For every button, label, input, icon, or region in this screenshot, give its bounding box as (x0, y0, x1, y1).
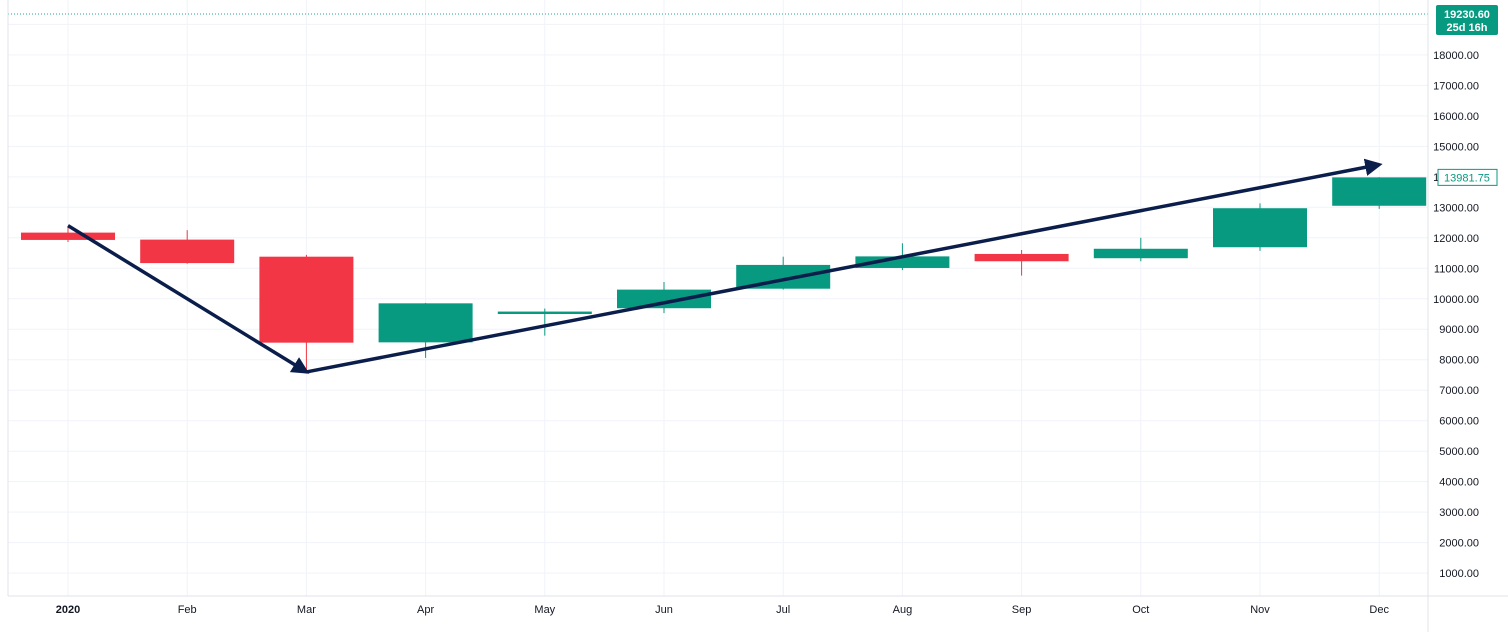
x-tick-label: Dec (1369, 604, 1389, 616)
axes-layer: 1000.00 2000.00 3000.00 4000.00 5000.00 6000.… (7, 0, 1508, 632)
candle-body (21, 232, 115, 240)
candle (974, 249, 1069, 276)
price-line-value: 19230.60 (1444, 9, 1490, 21)
candle-body (497, 311, 592, 315)
y-tick-label: 16000.00 (1433, 111, 1479, 123)
grid-layer (8, 0, 1428, 596)
candle-body (259, 256, 354, 343)
y-tick-label: 7000.00 (1439, 385, 1479, 397)
candle-body (1093, 248, 1188, 259)
x-tick-label: 2020 (56, 604, 80, 616)
y-tick-label: 1000.00 (1439, 568, 1479, 580)
y-tick-label: 15000.00 (1433, 141, 1479, 153)
x-tick-label: Sep (1012, 604, 1032, 616)
y-tick-label: 8000.00 (1439, 355, 1479, 367)
y-tick-label: 5000.00 (1439, 446, 1479, 458)
y-tick-label: 18000.00 (1433, 50, 1479, 62)
candle (378, 303, 473, 358)
y-tick-label: 10000.00 (1433, 294, 1479, 306)
x-tick-label: Jun (655, 604, 673, 616)
y-tick-label: 6000.00 (1439, 416, 1479, 428)
candle-body (1332, 177, 1427, 206)
candle (617, 281, 711, 314)
candle (1332, 177, 1427, 209)
last-price-value: 13981.75 (1444, 172, 1490, 184)
y-tick-label: 9000.00 (1439, 324, 1479, 336)
y-tick-label: 4000.00 (1439, 477, 1479, 489)
y-tick-label: 13000.00 (1433, 202, 1479, 214)
candle (140, 230, 235, 264)
x-tick-label: Nov (1250, 604, 1270, 616)
y-tick-label: 11000.00 (1434, 263, 1479, 275)
candle-body (617, 289, 711, 309)
trend-arrow (306, 158, 1383, 374)
x-tick-label: Apr (417, 604, 434, 616)
y-tick-label: 12000.00 (1433, 233, 1479, 245)
last-price-badge (1437, 168, 1498, 186)
x-tick-label: Mar (297, 604, 316, 616)
x-tick-label: Aug (893, 604, 913, 616)
y-tick-label: 17000.00 (1433, 80, 1479, 92)
candle (1213, 203, 1307, 251)
candle (259, 254, 354, 372)
price-line-countdown: 25d 16h (1447, 22, 1488, 34)
candles-layer (21, 177, 1427, 372)
x-tick-label: May (534, 604, 555, 616)
candle-body (378, 303, 473, 343)
candle-body (855, 256, 950, 268)
candle (1093, 237, 1188, 262)
y-tick-label: 2000.00 (1439, 538, 1479, 550)
candle (21, 226, 115, 243)
candle (497, 308, 592, 336)
price-line-badge (1436, 5, 1498, 35)
candle-body (974, 253, 1069, 262)
candle-body (1213, 208, 1307, 248)
candle-body (140, 239, 235, 264)
x-tick-label: Oct (1132, 604, 1149, 616)
x-tick-label: Jul (776, 604, 790, 616)
y-tick-label: 3000.00 (1439, 507, 1479, 519)
trend-arrows-layer (67, 158, 1383, 374)
x-tick-label: Feb (178, 604, 197, 616)
trend-arrow (67, 224, 310, 374)
